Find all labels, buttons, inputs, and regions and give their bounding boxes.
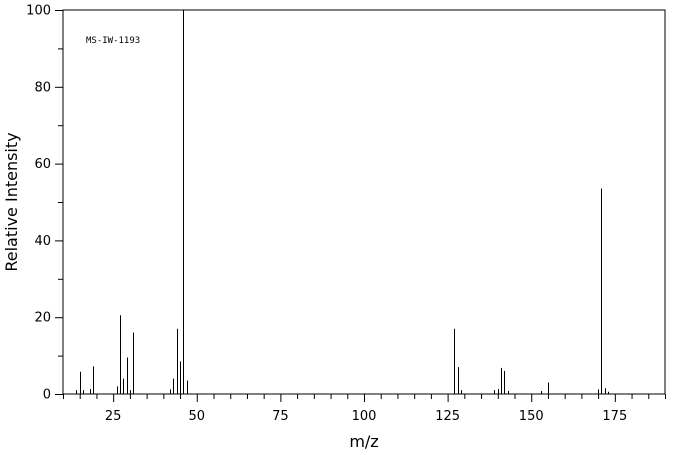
y-tick-label: 80 xyxy=(34,80,51,95)
y-axis-label: Relative Intensity xyxy=(2,132,21,271)
y-tick-label: 40 xyxy=(34,234,51,249)
plot-frame xyxy=(62,9,666,395)
y-tick-label: 100 xyxy=(26,4,51,19)
x-tick-label: 25 xyxy=(105,409,122,424)
x-tick-label: 125 xyxy=(435,409,460,424)
spectrum-annotation: MS-IW-1193 xyxy=(86,36,140,46)
spectrum-peaks xyxy=(76,10,609,394)
x-tick-label: 150 xyxy=(519,409,544,424)
y-tick-label: 0 xyxy=(43,388,51,403)
y-axis-ticks: 0 20 40 60 80 100 xyxy=(26,4,63,403)
y-tick-label: 60 xyxy=(34,157,51,172)
x-axis-ticks: 25 50 75 100 125 150 175 xyxy=(63,394,666,424)
x-tick-label: 75 xyxy=(272,409,289,424)
y-tick-label: 20 xyxy=(34,311,51,326)
x-tick-label: 175 xyxy=(602,409,627,424)
x-tick-label: 50 xyxy=(189,409,206,424)
x-tick-label: 100 xyxy=(352,409,377,424)
x-axis-label: m/z xyxy=(349,432,378,451)
